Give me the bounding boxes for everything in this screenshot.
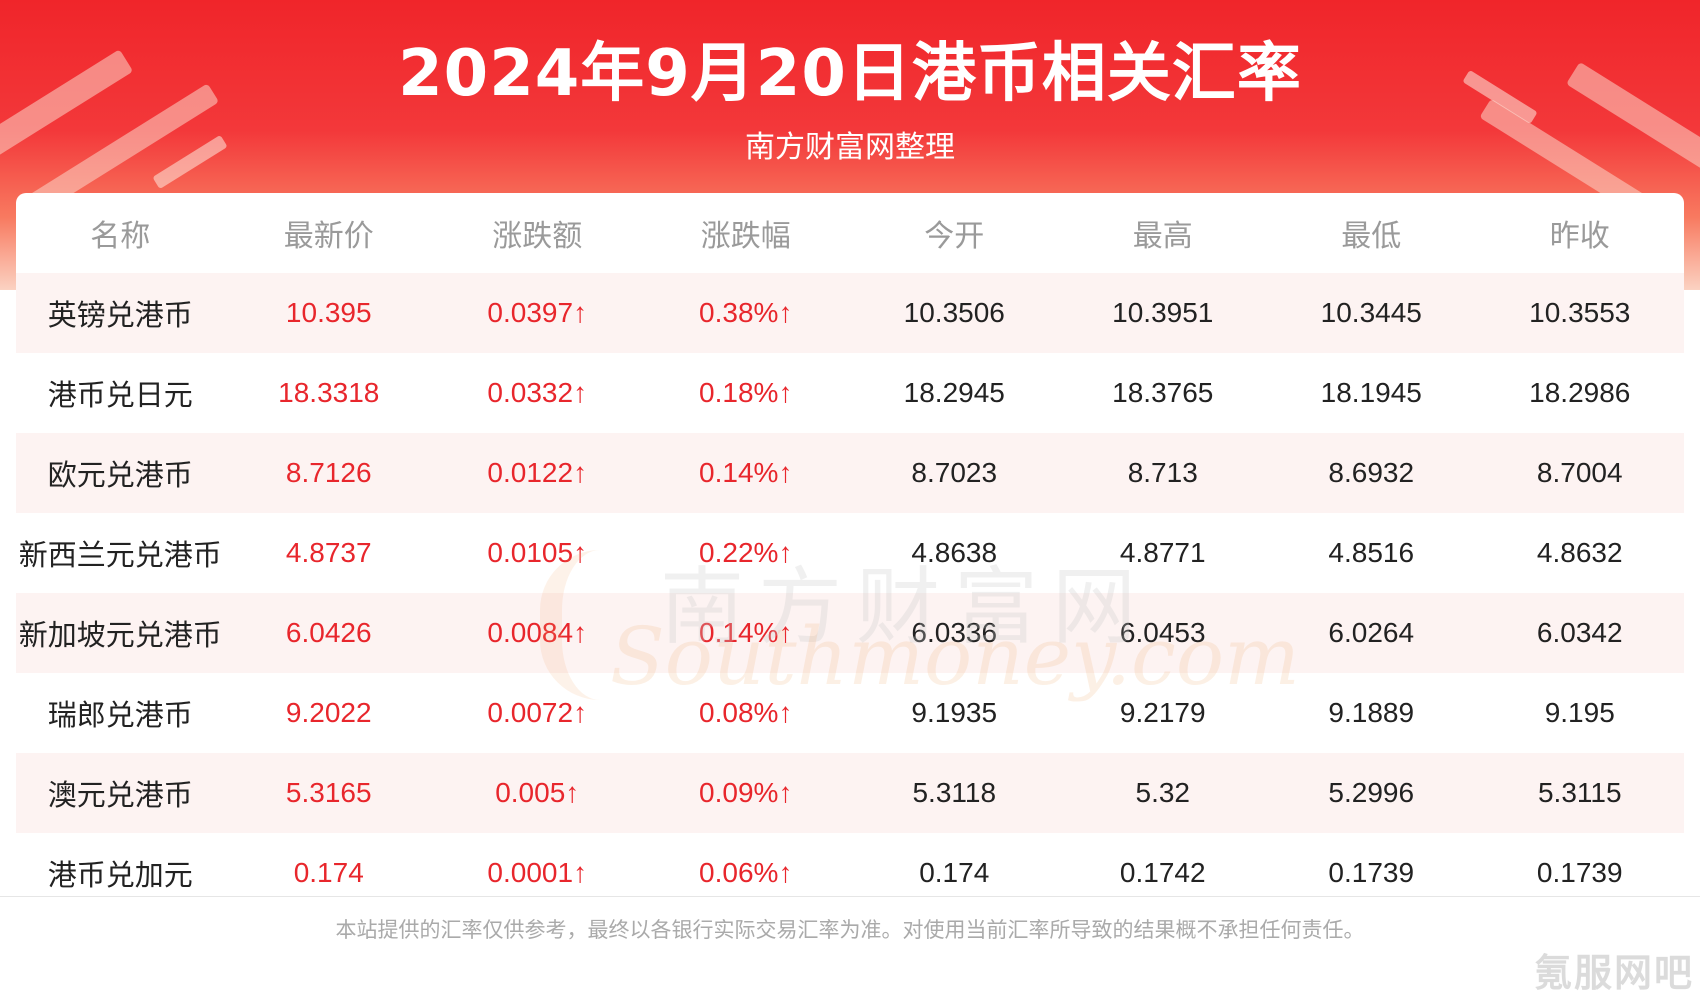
rate-cell: 8.7126 [224, 433, 433, 513]
rate-cell: 0.0397↑ [433, 273, 642, 353]
rate-cell: 4.8638 [850, 513, 1059, 593]
rate-cell: 0.174 [850, 833, 1059, 913]
currency-pair-name: 欧元兑港币 [16, 433, 225, 513]
column-header: 名称 [90, 219, 151, 254]
rate-cell: 4.8771 [1058, 513, 1267, 593]
column-header: 涨跌额 [492, 219, 583, 254]
currency-pair-name: 新加坡元兑港币 [16, 593, 225, 673]
rate-cell: 0.174 [224, 833, 433, 913]
rate-cell: 0.1739 [1475, 833, 1684, 913]
rate-cell: 6.0426 [224, 593, 433, 673]
rate-cell: 10.395 [224, 273, 433, 353]
rate-cell: 0.0084↑ [433, 593, 642, 673]
rate-cell: 9.1935 [850, 673, 1059, 753]
column-header: 最新价 [283, 219, 374, 254]
rate-cell: 5.32 [1058, 753, 1267, 833]
rate-cell: 9.2022 [224, 673, 433, 753]
rate-cell: 0.0072↑ [433, 673, 642, 753]
rate-cell: 9.1889 [1267, 673, 1476, 753]
table-row: 港币兑日元 18.3318 0.0332↑ 0.18%↑ 18.2945 18.3765 1… [16, 353, 1684, 433]
column-header: 最低 [1341, 219, 1402, 254]
rate-cell: 4.8632 [1475, 513, 1684, 593]
column-header: 涨跌幅 [700, 219, 791, 254]
rate-cell: 5.3118 [850, 753, 1059, 833]
rate-cell: 0.0332↑ [433, 353, 642, 433]
rate-cell: 0.0001↑ [433, 833, 642, 913]
rate-cell: 9.195 [1475, 673, 1684, 753]
table-row: 新西兰元兑港币 4.8737 0.0105↑ 0.22%↑ 4.8638 4.8771 4.… [16, 513, 1684, 593]
rate-cell: 5.2996 [1267, 753, 1476, 833]
rate-cell: 0.0105↑ [433, 513, 642, 593]
rate-cell: 0.005↑ [433, 753, 642, 833]
rate-cell: 6.0453 [1058, 593, 1267, 673]
rate-cell: 4.8737 [224, 513, 433, 593]
rate-cell: 10.3951 [1058, 273, 1267, 353]
rate-cell: 18.2945 [850, 353, 1059, 433]
rate-cell: 18.2986 [1475, 353, 1684, 433]
page-subtitle: 南方财富网整理 [745, 130, 955, 165]
rate-cell: 8.6932 [1267, 433, 1476, 513]
rate-cell: 0.1739 [1267, 833, 1476, 913]
rate-cell: 0.14%↑ [641, 593, 850, 673]
rate-cell: 5.3115 [1475, 753, 1684, 833]
rate-cell: 0.08%↑ [641, 673, 850, 753]
rate-cell: 18.3765 [1058, 353, 1267, 433]
rate-cell: 0.1742 [1058, 833, 1267, 913]
rate-cell: 18.3318 [224, 353, 433, 433]
table-row: 欧元兑港币 8.7126 0.0122↑ 0.14%↑ 8.7023 8.713 8.693… [16, 433, 1684, 513]
corner-watermark: 氪服网吧 [1533, 951, 1694, 995]
rate-cell: 8.7004 [1475, 433, 1684, 513]
rate-cell: 0.09%↑ [641, 753, 850, 833]
table-row: 英镑兑港币 10.395 0.0397↑ 0.38%↑ 10.3506 10.3951 10… [16, 273, 1684, 353]
rate-cell: 8.7023 [850, 433, 1059, 513]
currency-pair-name: 澳元兑港币 [16, 753, 225, 833]
column-header: 今开 [924, 219, 985, 254]
rate-cell: 0.38%↑ [641, 273, 850, 353]
currency-pair-name: 英镑兑港币 [16, 273, 225, 353]
currency-pair-name: 瑞郎兑港币 [16, 673, 225, 753]
rate-cell: 9.2179 [1058, 673, 1267, 753]
footer-divider [0, 896, 1700, 897]
rate-cell: 10.3553 [1475, 273, 1684, 353]
currency-pair-name: 新西兰元兑港币 [16, 513, 225, 593]
table-body: 英镑兑港币 10.395 0.0397↑ 0.38%↑ 10.3506 10.3951 10… [16, 273, 1684, 913]
rate-cell: 0.18%↑ [641, 353, 850, 433]
table-header-row: 名称 最新价 涨跌额 涨跌幅 今开 最高 最低 昨收 [16, 193, 1684, 273]
table-row: 港币兑加元 0.174 0.0001↑ 0.06%↑ 0.174 0.1742 0.1739… [16, 833, 1684, 913]
rate-cell: 6.0342 [1475, 593, 1684, 673]
rate-cell: 6.0264 [1267, 593, 1476, 673]
page-title: 2024年9月20日港币相关汇率 [398, 37, 1302, 111]
rate-cell: 8.713 [1058, 433, 1267, 513]
rate-cell: 6.0336 [850, 593, 1059, 673]
rate-cell: 10.3506 [850, 273, 1059, 353]
currency-pair-name: 港币兑日元 [16, 353, 225, 433]
currency-pair-name: 港币兑加元 [16, 833, 225, 913]
column-header: 最高 [1132, 219, 1193, 254]
table-row: 瑞郎兑港币 9.2022 0.0072↑ 0.08%↑ 9.1935 9.2179 9.18… [16, 673, 1684, 753]
disclaimer-text: 本站提供的汇率仅供参考，最终以各银行实际交易汇率为准。对使用当前汇率所导致的结果… [335, 918, 1365, 942]
rate-cell: 0.14%↑ [641, 433, 850, 513]
rate-cell: 5.3165 [224, 753, 433, 833]
rate-cell: 18.1945 [1267, 353, 1476, 433]
table-row: 澳元兑港币 5.3165 0.005↑ 0.09%↑ 5.3118 5.32 5.2996 5… [16, 753, 1684, 833]
rate-cell: 10.3445 [1267, 273, 1476, 353]
rate-cell: 0.22%↑ [641, 513, 850, 593]
table-row: 新加坡元兑港币 6.0426 0.0084↑ 0.14%↑ 6.0336 6.0453 6.… [16, 593, 1684, 673]
rate-cell: 0.06%↑ [641, 833, 850, 913]
column-header: 昨收 [1549, 219, 1610, 254]
rate-cell: 0.0122↑ [433, 433, 642, 513]
exchange-rate-table: 名称 最新价 涨跌额 涨跌幅 今开 最高 最低 昨收 英镑兑港币 10.395 0.0397↑ 0.… [16, 193, 1684, 913]
rate-cell: 4.8516 [1267, 513, 1476, 593]
